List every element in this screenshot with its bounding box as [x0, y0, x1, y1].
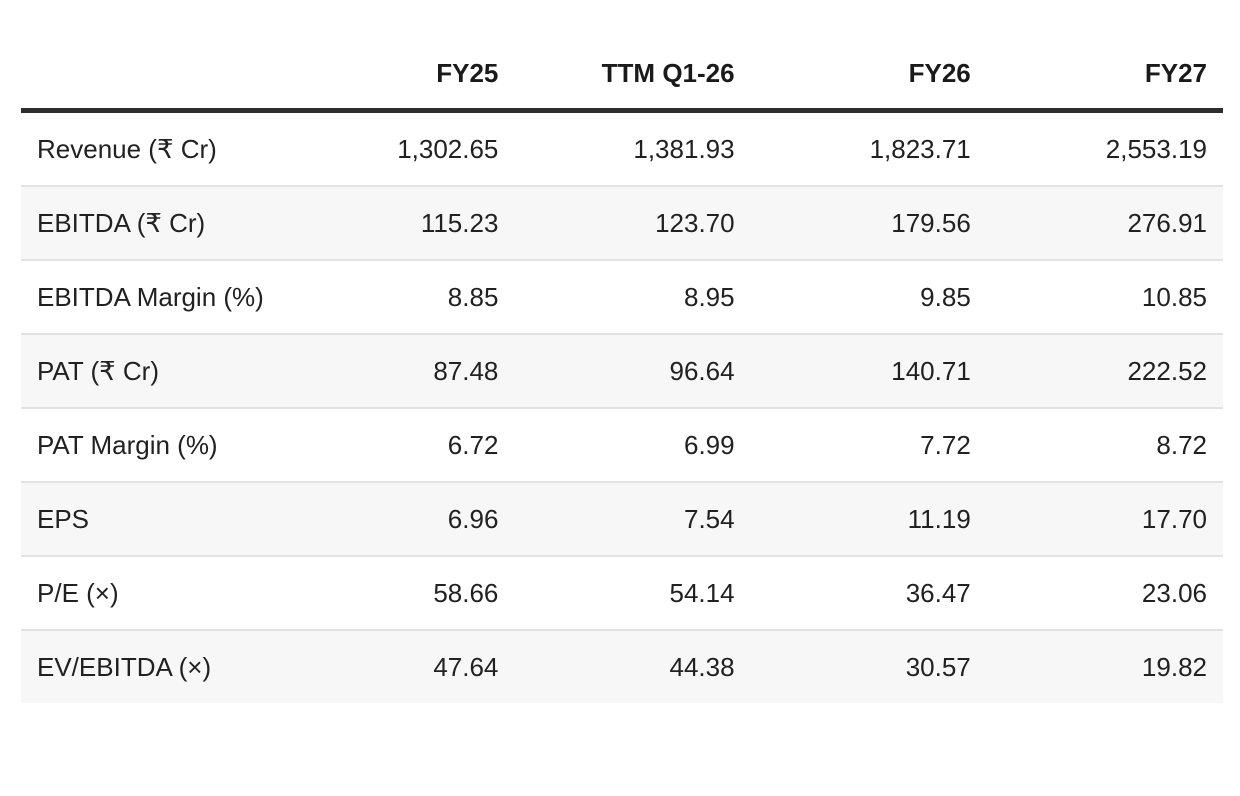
financials-table: FY25 TTM Q1-26 FY26 FY27 Revenue (₹ Cr) … — [21, 42, 1223, 703]
cell-value: 54.14 — [669, 578, 735, 608]
table-row-ebitda-margin: EBITDA Margin (%) 8.85 8.95 9.85 10.85 — [21, 260, 1223, 334]
cell-value: 115.23 — [420, 208, 499, 238]
table-row-pat: PAT (₹ Cr) 87.48 96.64 140.71 222.52 — [21, 334, 1223, 408]
cell-value: 10.85 — [1141, 282, 1207, 312]
cell-value: 6.96 — [447, 504, 499, 534]
row-label: Revenue (₹ Cr) — [37, 134, 217, 164]
cell-value: 9.85 — [920, 282, 971, 312]
cell-value: 1,381.93 — [633, 134, 735, 164]
header-cell-fy27: FY27 — [1144, 58, 1207, 88]
cell-value: 19.82 — [1141, 652, 1207, 682]
table-row-revenue: Revenue (₹ Cr) 1,302.65 1,381.93 1,823.7… — [21, 111, 1223, 187]
header-cell-metric — [21, 42, 278, 111]
financials-table-container: FY25 TTM Q1-26 FY26 FY27 Revenue (₹ Cr) … — [21, 42, 1223, 703]
cell-value: 58.66 — [433, 578, 499, 608]
cell-value: 2,553.19 — [1105, 134, 1207, 164]
header-cell-fy25: FY25 — [436, 58, 499, 88]
cell-value: 1,302.65 — [397, 134, 499, 164]
cell-value: 6.99 — [683, 430, 735, 460]
cell-value: 7.54 — [683, 504, 735, 534]
cell-value: 1,823.71 — [869, 134, 971, 164]
cell-value: 96.64 — [669, 356, 735, 386]
cell-value: 6.72 — [447, 430, 499, 460]
cell-value: 8.85 — [447, 282, 499, 312]
cell-value: 276.91 — [1127, 208, 1207, 238]
table-row-pat-margin: PAT Margin (%) 6.72 6.99 7.72 8.72 — [21, 408, 1223, 482]
table-row-pe: P/E (×) 58.66 54.14 36.47 23.06 — [21, 556, 1223, 630]
cell-value: 30.57 — [905, 652, 971, 682]
cell-value: 87.48 — [433, 356, 499, 386]
cell-value: 47.64 — [433, 652, 499, 682]
row-label: EBITDA Margin (%) — [37, 282, 264, 312]
cell-value: 123.70 — [655, 208, 735, 238]
cell-value: 8.72 — [1156, 430, 1207, 460]
cell-value: 11.19 — [907, 504, 971, 534]
table-row-eps: EPS 6.96 7.54 11.19 17.70 — [21, 482, 1223, 556]
row-label: EV/EBITDA (×) — [37, 652, 212, 682]
cell-value: 8.95 — [683, 282, 735, 312]
table-row-ev-ebitda: EV/EBITDA (×) 47.64 44.38 30.57 19.82 — [21, 630, 1223, 703]
cell-value: 179.56 — [891, 208, 971, 238]
row-label: EBITDA (₹ Cr) — [37, 208, 206, 238]
cell-value: 44.38 — [669, 652, 735, 682]
header-cell-ttm-q1-26: TTM Q1-26 — [601, 58, 735, 88]
header-cell-fy26: FY26 — [908, 58, 971, 88]
cell-value: 23.06 — [1141, 578, 1207, 608]
row-label: PAT Margin (%) — [37, 430, 218, 460]
row-label: EPS — [37, 504, 90, 534]
cell-value: 222.52 — [1127, 356, 1207, 386]
header-row: FY25 TTM Q1-26 FY26 FY27 — [21, 42, 1223, 111]
row-label: P/E (×) — [37, 578, 119, 608]
table-row-ebitda: EBITDA (₹ Cr) 115.23 123.70 179.56 276.9… — [21, 186, 1223, 260]
table-body: Revenue (₹ Cr) 1,302.65 1,381.93 1,823.7… — [21, 111, 1223, 703]
cell-value: 36.47 — [905, 578, 971, 608]
cell-value: 140.71 — [891, 356, 971, 386]
row-label: PAT (₹ Cr) — [37, 356, 159, 386]
table-header: FY25 TTM Q1-26 FY26 FY27 — [21, 42, 1223, 111]
cell-value: 7.72 — [920, 430, 971, 460]
cell-value: 17.70 — [1141, 504, 1207, 534]
